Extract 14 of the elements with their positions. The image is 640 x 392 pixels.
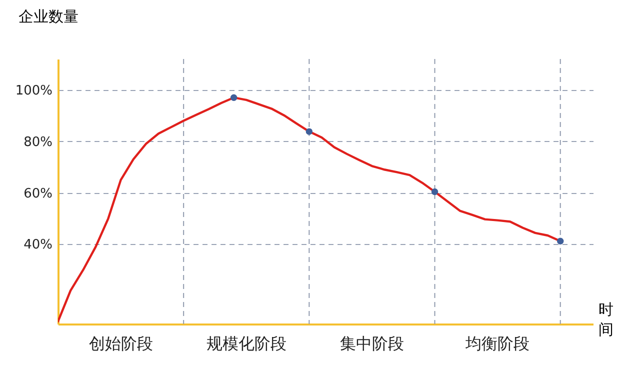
text: 规模化阶段 [206,334,286,353]
y-tick-label: 100% [15,83,52,98]
y-tick-label: 80% [24,134,52,150]
point [431,188,438,196]
point [556,238,564,245]
point [230,94,238,101]
y-axis-title: 企业数量 [18,8,78,26]
y-tick-label: 40% [24,238,52,253]
text: 创始阶段 [88,334,153,353]
y-tick-label: 60% [24,186,52,202]
text: 集中阶段 [340,334,404,353]
text: 均衡阶段 [464,334,530,353]
point [306,128,313,135]
x-axis-title: 时间 [598,300,614,338]
